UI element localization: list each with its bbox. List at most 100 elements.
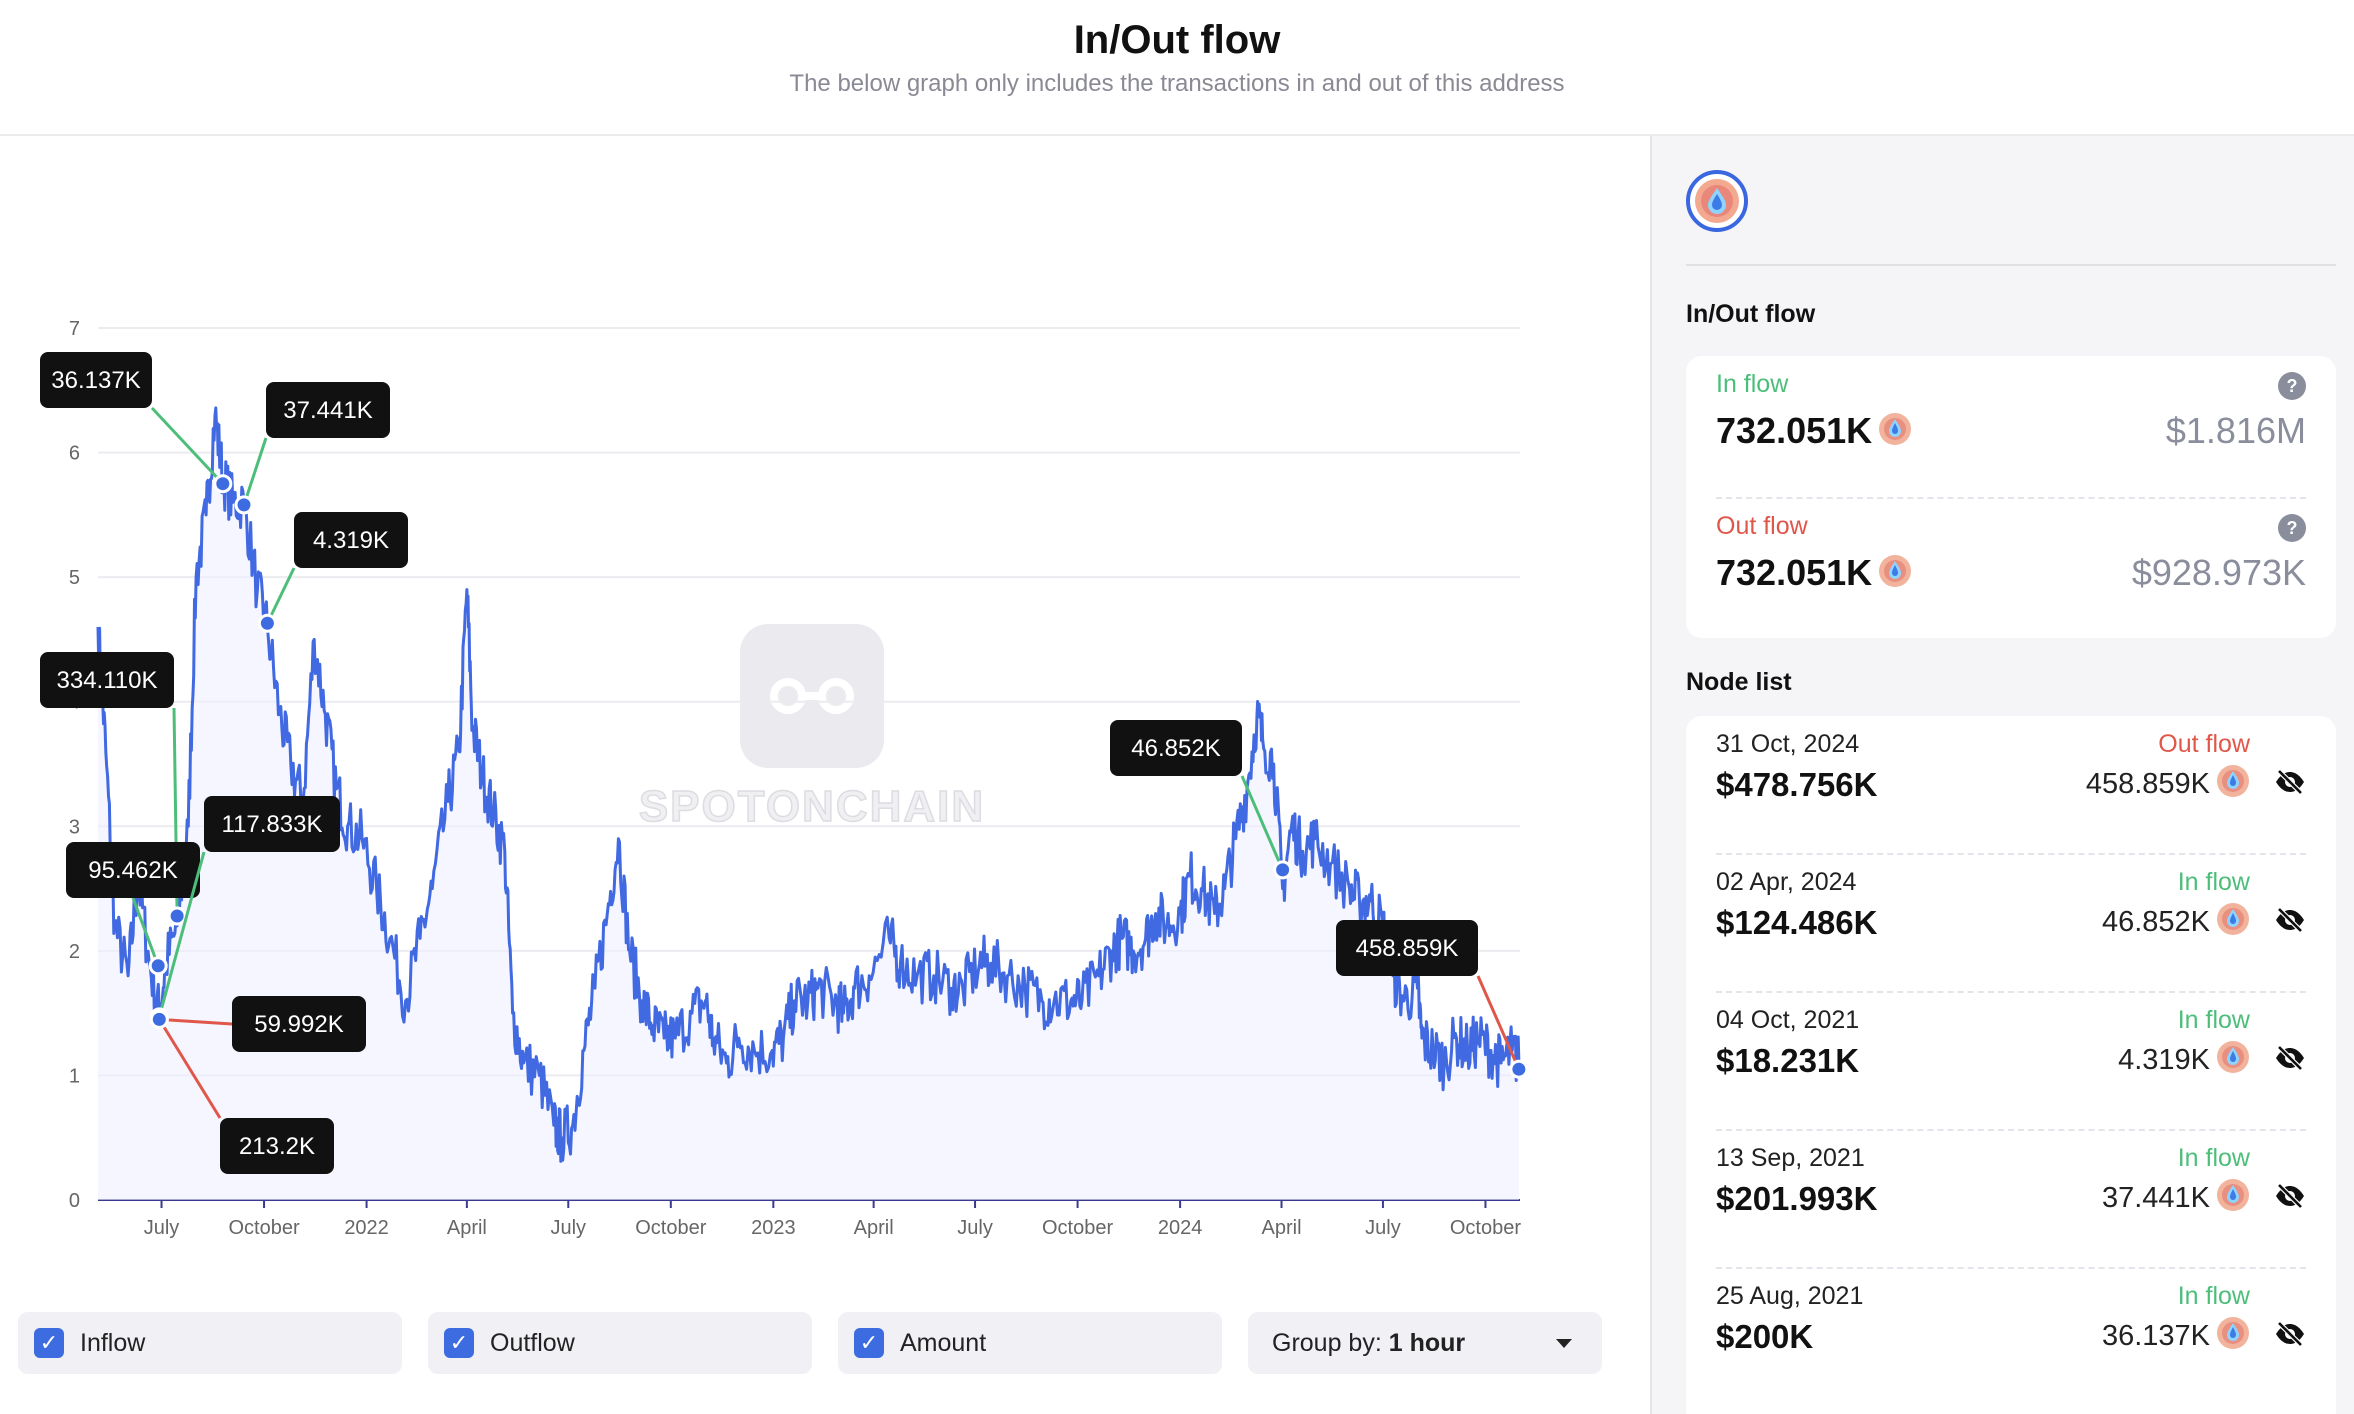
sidebar-divider (1686, 264, 2336, 266)
page-header: In/Out flow The below graph only include… (0, 0, 2354, 136)
annotation-label: 458.859K (1356, 935, 1459, 962)
node-direction: Out flow (2158, 730, 2250, 758)
annotation-connector (157, 851, 206, 1018)
group-by-label: Group by: (1272, 1329, 1389, 1357)
group-by-select[interactable]: Group by: 1 hour (1248, 1312, 1602, 1374)
data-point (234, 495, 254, 515)
node-list-item[interactable]: 31 Oct, 2024 $478.756K Out flow 458.859K (1716, 716, 2306, 854)
flow-summary-card: In flow ? 732.051K $1.816M Out flow ? 73… (1686, 356, 2336, 638)
y-tick-label: 1 (69, 1065, 80, 1087)
amount-label: Amount (900, 1329, 987, 1357)
annotation-box (1336, 920, 1478, 976)
node-direction: In flow (2177, 1006, 2250, 1034)
x-tick-label: July (957, 1217, 993, 1239)
node-list-item[interactable]: 25 Aug, 2021 $200K In flow 36.137K (1716, 1268, 2306, 1406)
node-direction: In flow (2177, 1144, 2250, 1172)
outflow-checkbox-icon[interactable]: ✓ (444, 1328, 474, 1358)
out-flow-row: Out flow ? 732.051K $928.973K (1716, 498, 2306, 628)
annotation-label: 36.137K (51, 367, 140, 394)
in-flow-help-icon[interactable]: ? (2278, 372, 2306, 400)
x-tick-label: October (1042, 1217, 1113, 1239)
annotation-box (66, 842, 200, 898)
annotation-connector (242, 437, 268, 506)
x-tick-label: October (635, 1217, 706, 1239)
page-subtitle: The below graph only includes the transa… (789, 70, 1565, 97)
in-flow-amount: 732.051K (1716, 410, 1873, 451)
inflow-toggle[interactable]: ✓ Inflow (18, 1312, 402, 1374)
token-avatar[interactable] (1686, 170, 1748, 232)
data-point (149, 1009, 169, 1029)
annotation-box (232, 996, 366, 1052)
annotation-connector (159, 1017, 233, 1026)
token-coin-icon (2216, 1040, 2250, 1074)
sidebar: In/Out flow In flow ? 732.051K $1.816M O… (1652, 136, 2354, 1414)
x-tick-label: July (550, 1217, 586, 1239)
node-amount: 46.852K (2101, 906, 2210, 938)
annotation-label: 213.2K (239, 1133, 315, 1160)
node-list-item[interactable]: 04 Oct, 2021 $18.231K In flow 4.319K (1716, 992, 2306, 1130)
y-tick-label: 5 (69, 567, 80, 589)
annotation-connector (1476, 975, 1521, 1070)
node-date: 02 Apr, 2024 (1716, 868, 1857, 896)
watermark-text: SPOTONCHAIN (638, 781, 986, 832)
page-title: In/Out flow (1073, 18, 1281, 62)
x-tick-label: April (1262, 1217, 1302, 1239)
annotation-box (1110, 720, 1242, 776)
outflow-label: Outflow (490, 1329, 575, 1357)
data-point (213, 474, 233, 494)
node-list-item[interactable]: 13 Sep, 2021 $201.993K In flow 37.441K (1716, 1130, 2306, 1268)
token-drop-icon (1695, 179, 1739, 223)
annotation-label: 117.833K (222, 811, 323, 838)
series-area (98, 407, 1519, 1200)
eye-slash-icon[interactable] (2274, 766, 2306, 798)
node-amount: 4.319K (2118, 1044, 2210, 1076)
watermark-logo-icon (740, 624, 884, 768)
token-coin-icon (2216, 1316, 2250, 1350)
annotation-label: 4.319K (313, 527, 389, 554)
amount-toggle[interactable]: ✓ Amount (838, 1312, 1222, 1374)
x-tick-label: 2024 (1158, 1217, 1203, 1239)
x-tick-label: 2023 (751, 1217, 796, 1239)
node-usd: $200K (1716, 1318, 1814, 1355)
annotation-box (294, 512, 408, 568)
annotation-label: 95.462K (88, 857, 177, 884)
eye-slash-icon[interactable] (2274, 1042, 2306, 1074)
token-coin-icon (2216, 1178, 2250, 1212)
y-tick-label: 2 (69, 941, 80, 963)
y-tick-label: 7 (69, 318, 80, 340)
out-flow-label: Out flow (1716, 512, 1808, 540)
out-flow-usd: $928.973K (2131, 552, 2306, 593)
x-tick-label: April (447, 1217, 487, 1239)
inflow-checkbox-icon[interactable]: ✓ (34, 1328, 64, 1358)
node-date: 13 Sep, 2021 (1716, 1144, 1865, 1172)
eye-slash-icon[interactable] (2274, 904, 2306, 936)
token-coin-icon (2216, 902, 2250, 936)
watermark: SPOTONCHAIN (622, 624, 1002, 832)
in-flow-usd: $1.816M (2165, 410, 2306, 451)
annotation-label: 46.852K (1131, 735, 1220, 762)
outflow-toggle[interactable]: ✓ Outflow (428, 1312, 812, 1374)
token-coin-icon (2216, 764, 2250, 798)
out-flow-help-icon[interactable]: ? (2278, 514, 2306, 542)
annotation-connector (1240, 775, 1285, 871)
node-usd: $18.231K (1716, 1042, 1860, 1079)
x-tick-label: October (1450, 1217, 1521, 1239)
node-list-title: Node list (1686, 668, 1792, 696)
node-amount: 458.859K (2085, 768, 2210, 800)
group-by-value: 1 hour (1388, 1329, 1466, 1357)
annotation-box (40, 352, 152, 408)
amount-checkbox-icon[interactable]: ✓ (854, 1328, 884, 1358)
x-tick-label: July (1365, 1217, 1401, 1239)
divider (1716, 1267, 2306, 1269)
node-list-item[interactable]: 02 Apr, 2024 $124.486K In flow 46.852K (1716, 854, 2306, 992)
node-amount: 37.441K (2101, 1182, 2210, 1214)
flow-chart[interactable]: 01234567JulyOctober2022AprilJulyOctober2… (0, 136, 1650, 1306)
eye-slash-icon[interactable] (2274, 1318, 2306, 1350)
annotation-connector (266, 567, 296, 624)
token-coin-icon (1878, 554, 1912, 588)
node-usd: $201.993K (1716, 1180, 1878, 1217)
annotation-box (40, 652, 174, 708)
chart-pane: SPOTONCHAIN 01234567JulyOctober2022April… (0, 136, 1652, 1414)
annotation-label: 334.110K (57, 667, 158, 694)
eye-slash-icon[interactable] (2274, 1180, 2306, 1212)
